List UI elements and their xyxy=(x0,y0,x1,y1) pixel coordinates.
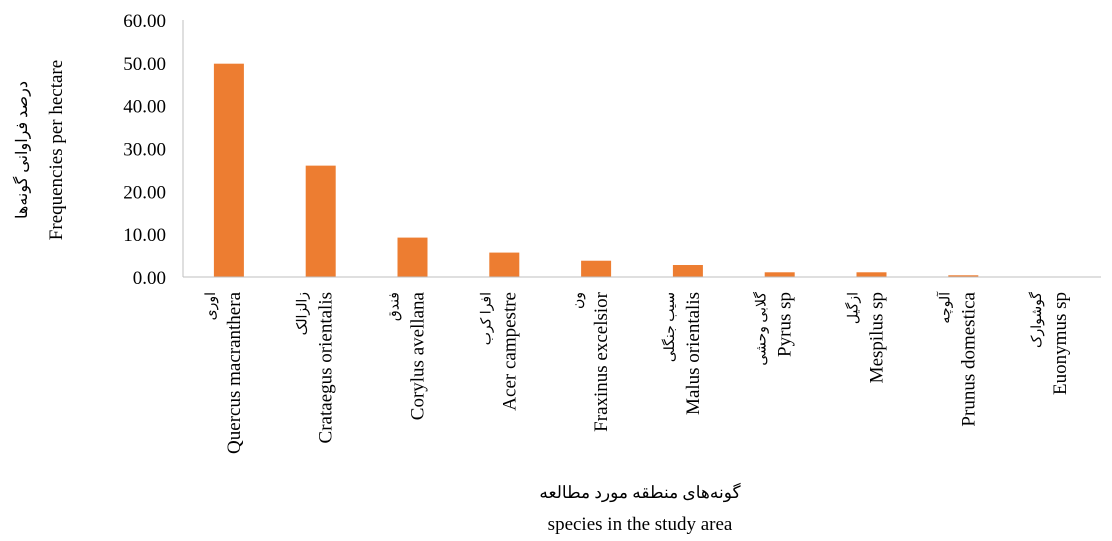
x-tick-label-fa: اوری xyxy=(204,292,219,320)
y-tick-label: 60.00 xyxy=(123,11,166,32)
bar xyxy=(581,260,612,277)
x-tick-label-fa: گوشوارک xyxy=(1028,292,1045,348)
x-tick-label-en: Malus orientalis xyxy=(683,292,704,415)
x-tick-label-fa: ازگیل xyxy=(845,292,862,324)
x-axis-title-fa: گونه‌های منطقه مورد مطالعه xyxy=(539,482,741,503)
x-tick-label-en: Quercus macranthera xyxy=(224,291,245,454)
y-tick-label: 40.00 xyxy=(123,97,166,118)
x-axis-category-labels: اوری Quercus macranthera زالزالک Crataegus … xyxy=(204,291,1071,454)
bar xyxy=(856,272,887,277)
x-tick-label-en: Acer campestre xyxy=(499,292,520,411)
y-axis-title-en: Frequencies per hectare xyxy=(46,60,67,240)
bar xyxy=(672,265,703,277)
bar xyxy=(948,275,979,277)
x-tick-label-en: Euonymus sp xyxy=(1050,292,1071,395)
bar xyxy=(489,252,520,277)
x-tick-label-fa: گلابی وحشی xyxy=(753,292,770,366)
bar xyxy=(764,272,795,277)
x-axis-title-en: species in the study area xyxy=(548,514,733,535)
x-tick-label-fa: افرا کرب xyxy=(479,292,494,345)
x-tick-label-fa: ون xyxy=(571,292,586,309)
x-tick-label-fa: آلوچه xyxy=(935,291,953,324)
x-tick-label-en: Fraxinus excelsior xyxy=(591,291,612,432)
y-tick-label: 0.00 xyxy=(133,268,166,289)
x-tick-label-en: Corylus avellana xyxy=(408,291,429,420)
y-tick-label: 30.00 xyxy=(123,140,166,161)
bars xyxy=(213,63,1071,278)
x-tick-label-fa: سیب جنگلی xyxy=(661,292,678,362)
bar xyxy=(213,63,244,277)
y-tick-label: 20.00 xyxy=(123,182,166,203)
y-axis-title-fa: درصد فراوانی گونه‌ها xyxy=(12,81,31,219)
bar xyxy=(305,165,336,277)
y-axis-ticks: 0.00 10.00 20.00 30.00 40.00 50.00 60.00 xyxy=(123,11,166,289)
x-tick-label-fa: فندق xyxy=(388,292,403,321)
x-tick-label-en: Crataegus orientalis xyxy=(316,292,337,443)
x-tick-label-en: Prunus domestica xyxy=(958,291,979,426)
x-tick-label-en: Mespilus sp xyxy=(867,292,888,383)
y-tick-label: 10.00 xyxy=(123,225,166,246)
bar xyxy=(397,237,428,277)
x-tick-label-en: Pyrus sp xyxy=(775,292,796,357)
y-tick-label: 50.00 xyxy=(123,54,166,75)
x-tick-label-fa: زالزالک xyxy=(296,292,311,335)
